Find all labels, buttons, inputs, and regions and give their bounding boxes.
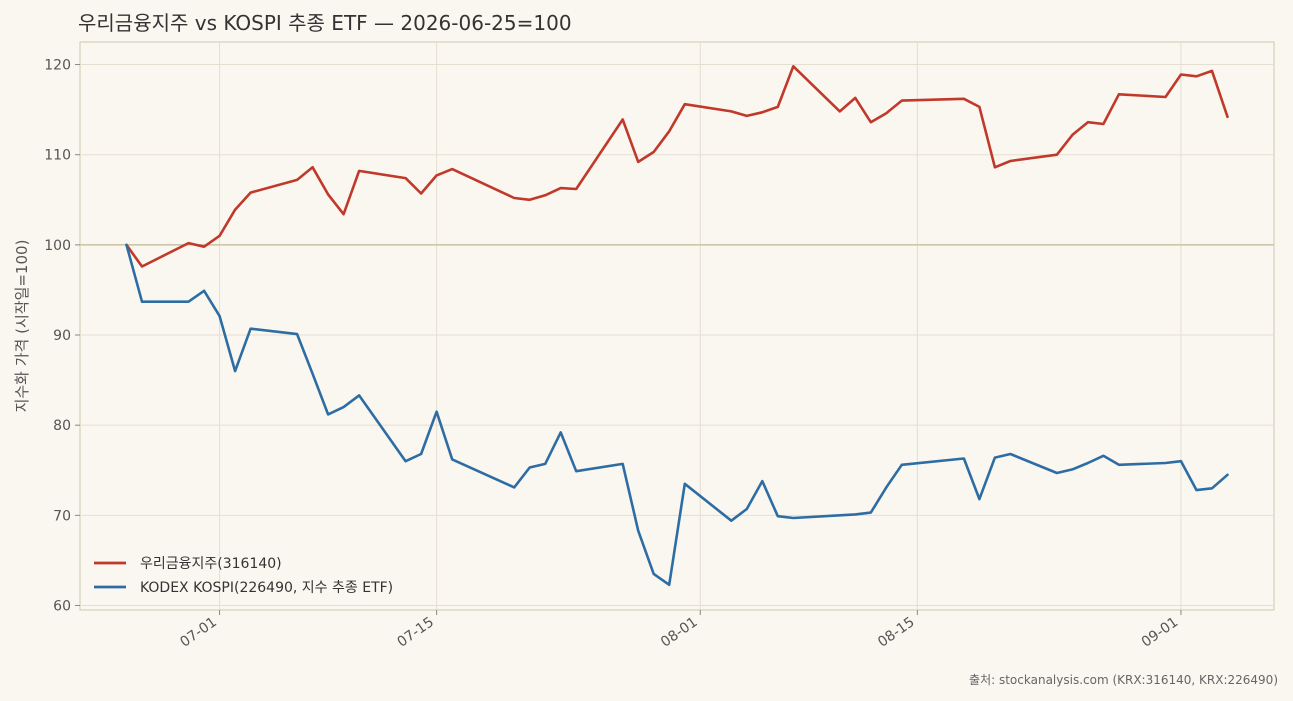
y-tick-label: 60 (53, 598, 71, 614)
x-tick-label: 08-01 (658, 614, 701, 650)
legend-label-1: KODEX KOSPI(226490, 지수 추종 ETF) (140, 580, 393, 596)
legend: 우리금융지주(316140) KODEX KOSPI(226490, 지수 추종 … (94, 556, 393, 596)
y-tick-label: 70 (53, 508, 71, 524)
grid (80, 42, 1274, 610)
x-tick-label: 07-15 (394, 614, 437, 650)
y-tick-label: 110 (44, 148, 71, 164)
y-tick-label: 80 (53, 418, 71, 434)
x-tick-label: 08-15 (875, 614, 918, 650)
source-note: 출처: stockanalysis.com (KRX:316140, KRX:2… (969, 673, 1278, 687)
series-line-0 (125, 65, 1229, 268)
chart-title: 우리금융지주 vs KOSPI 추종 ETF — 2026-06-25=100 (78, 11, 572, 35)
y-axis: 60 70 80 90 100 110 120 (44, 58, 80, 614)
x-tick-label: 07-01 (177, 614, 220, 650)
x-tick-label: 09-01 (1139, 614, 1182, 650)
y-tick-label: 120 (44, 58, 71, 74)
plot-area (79, 41, 1275, 611)
series-line-1 (125, 243, 1229, 587)
series-layer (125, 65, 1229, 587)
x-axis: 07-01 07-15 08-01 08-15 09-01 (177, 610, 1182, 651)
legend-label-0: 우리금융지주(316140) (140, 556, 282, 572)
y-axis-label: 지수화 가격 (시작일=100) (13, 240, 31, 413)
y-tick-label: 90 (53, 328, 71, 344)
y-tick-label: 100 (44, 238, 71, 254)
